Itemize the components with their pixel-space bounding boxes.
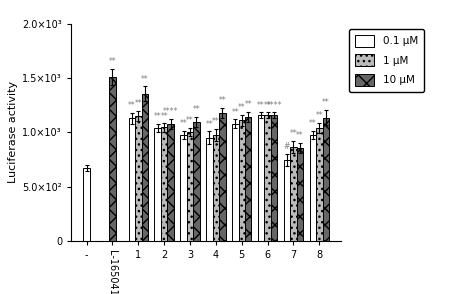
Text: **: ** [290, 129, 297, 138]
Bar [219, 113, 226, 241]
Text: **: ** [186, 116, 194, 125]
Bar [322, 118, 329, 241]
Bar [232, 123, 238, 241]
Text: **: ** [244, 100, 252, 109]
Bar [193, 122, 200, 241]
Bar [135, 116, 142, 241]
Text: **: ** [109, 57, 116, 66]
Text: **: ** [238, 103, 246, 112]
Bar [290, 147, 297, 241]
Text: **: ** [180, 119, 187, 128]
Bar [297, 148, 303, 241]
Text: **: ** [154, 112, 162, 121]
Text: ****: **** [266, 101, 282, 110]
Text: **: ** [296, 131, 304, 140]
Text: **: ** [231, 108, 239, 117]
Text: **: ** [309, 119, 317, 128]
Text: **: ** [322, 98, 329, 108]
Bar [180, 135, 187, 241]
Text: ****: **** [163, 107, 178, 116]
Text: **: ** [192, 105, 201, 114]
Bar [271, 116, 277, 241]
Bar [161, 127, 167, 241]
Bar [238, 120, 245, 241]
Bar [316, 128, 322, 241]
Text: **: ** [206, 120, 213, 129]
Text: **: ** [264, 101, 272, 110]
Bar [264, 116, 271, 241]
Bar [310, 135, 316, 241]
Text: **: ** [219, 96, 226, 105]
Bar [206, 138, 213, 241]
Text: **: ** [128, 101, 136, 110]
Bar [83, 168, 90, 241]
Bar [109, 77, 116, 241]
Bar [258, 116, 264, 241]
Text: **: ** [160, 111, 168, 121]
Bar [213, 135, 219, 241]
Text: **: ** [141, 75, 149, 83]
Bar [245, 117, 251, 241]
Y-axis label: Luciferase activity: Luciferase activity [8, 81, 18, 183]
Text: #: # [284, 142, 290, 151]
Bar [142, 94, 148, 241]
Text: **: ** [212, 117, 220, 126]
Bar [187, 132, 193, 241]
Bar [128, 118, 135, 241]
Text: **: ** [315, 111, 323, 120]
Text: **: ** [135, 99, 142, 108]
Text: **: ** [257, 101, 265, 110]
Bar [284, 160, 290, 241]
Legend: 0.1 μM, 1 μM, 10 μM: 0.1 μM, 1 μM, 10 μM [349, 29, 424, 92]
Bar [167, 124, 174, 241]
Bar [155, 128, 161, 241]
